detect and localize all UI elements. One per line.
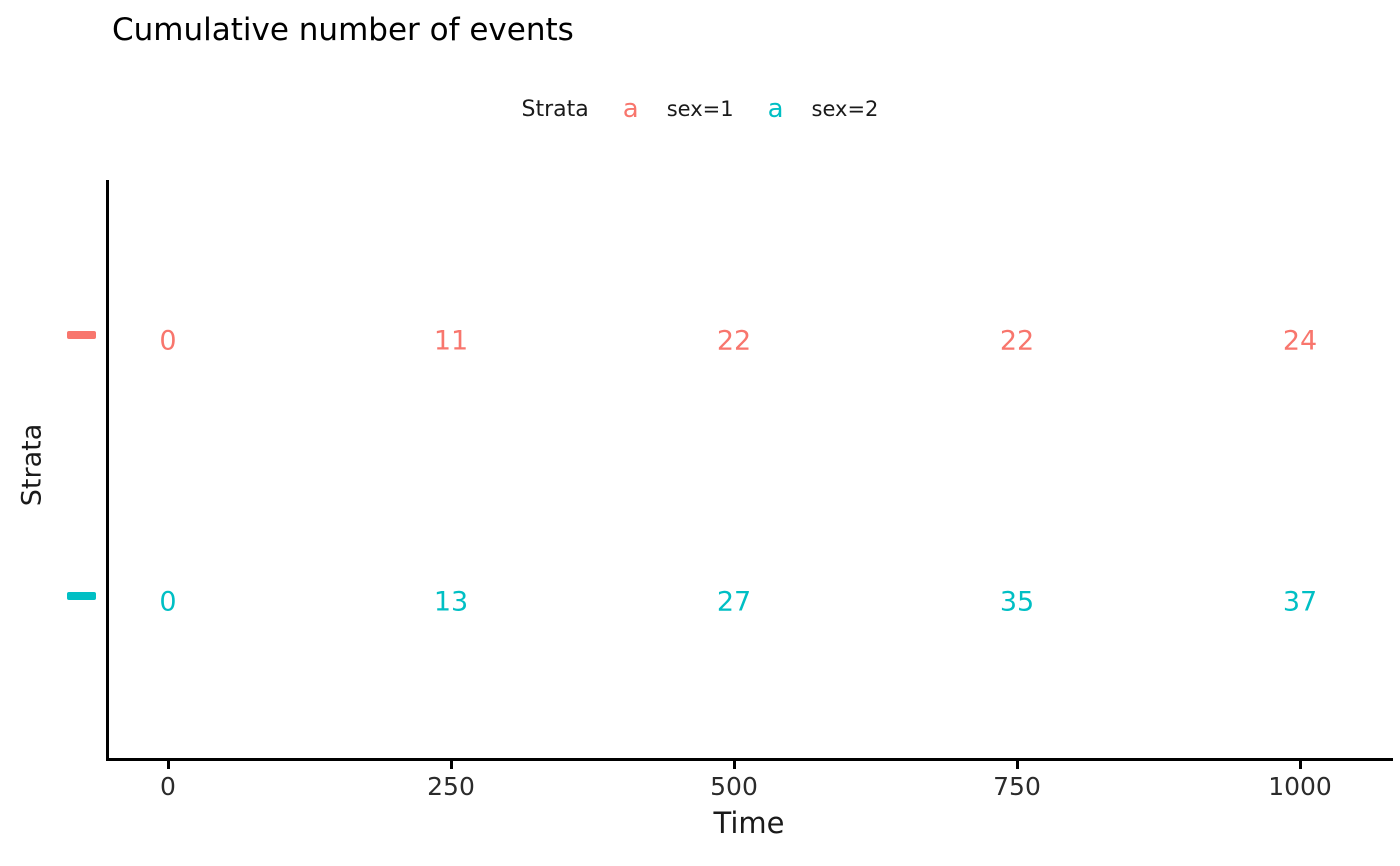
x-tick [733,760,736,769]
x-tick-label: 0 [160,772,176,801]
x-tick [1299,760,1302,769]
event-count-sex2-t0: 0 [159,586,177,618]
x-tick [167,760,170,769]
y-axis-line [106,180,109,760]
y-tick-sex2 [67,592,96,600]
legend-item-sex1: a sex=1 [623,96,734,122]
chart-title: Cumulative number of events [112,12,574,48]
event-count-sex2-t1000: 37 [1282,586,1318,618]
x-tick-label: 500 [710,772,758,801]
x-tick-label: 750 [993,772,1041,801]
event-count-sex1-t0: 0 [159,325,177,357]
legend-item-label: sex=2 [811,97,879,121]
legend-title: Strata [521,96,589,122]
x-tick [450,760,453,769]
x-tick [1016,760,1019,769]
legend: Strata a sex=1 a sex=2 [0,96,1400,122]
event-count-sex2-t250: 13 [433,586,469,618]
event-count-sex1-t750: 22 [999,325,1035,357]
legend-key-icon-sex1: a [622,94,639,124]
x-tick-label: 1000 [1268,772,1332,801]
legend-item-label: sex=1 [666,97,734,121]
event-count-sex1-t500: 22 [716,325,752,357]
x-tick-label: 250 [427,772,475,801]
event-count-sex1-t1000: 24 [1282,325,1318,357]
y-axis-title: Strata [16,423,48,507]
legend-item-sex2: a sex=2 [768,96,879,122]
x-axis-title: Time [713,806,785,840]
event-count-sex1-t250: 11 [433,325,469,357]
event-count-sex2-t750: 35 [999,586,1035,618]
event-count-sex2-t500: 27 [716,586,752,618]
x-axis-line [106,758,1393,761]
y-tick-sex1 [67,331,96,339]
legend-key-icon-sex2: a [767,94,784,124]
